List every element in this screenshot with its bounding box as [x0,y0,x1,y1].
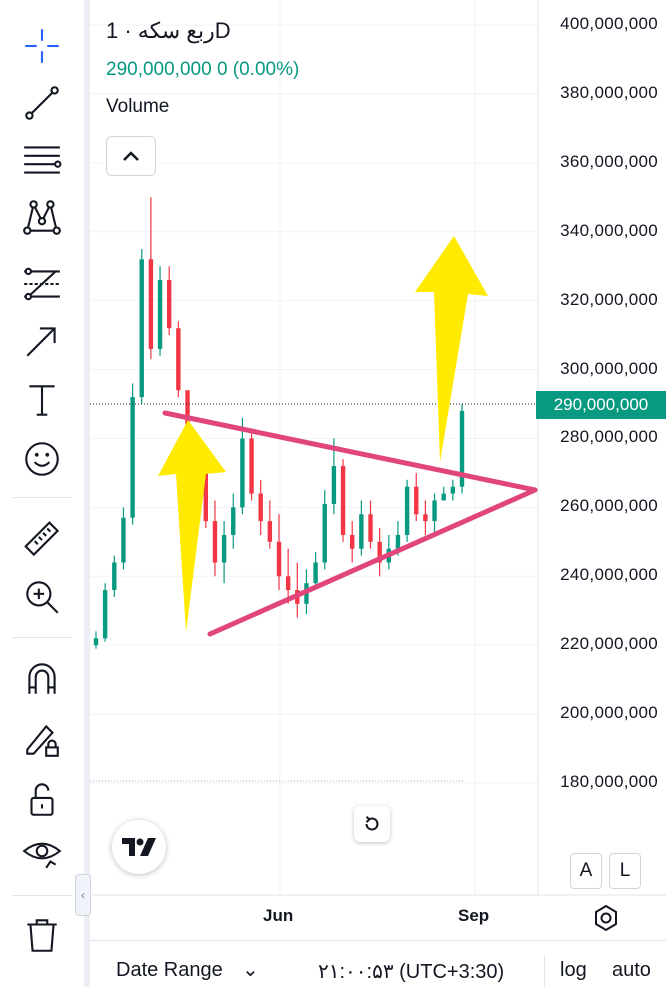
candle [377,528,382,577]
trend-line-icon[interactable] [17,78,67,128]
candle [423,500,428,535]
price-axis-label: 280,000,000 [560,427,658,447]
reset-chart-button[interactable] [354,806,390,842]
candle [267,500,273,549]
triangle-upper-line[interactable] [162,410,538,493]
price-axis-label: 380,000,000 [560,82,658,102]
log-scale-button[interactable]: L [609,853,641,889]
candle [295,562,300,618]
candle [368,500,373,549]
unlock-icon[interactable] [17,774,67,824]
toolbar-separator [12,895,72,896]
emoji-icon[interactable] [17,434,67,484]
candle [459,404,465,494]
price-axis-label: 260,000,000 [560,496,658,516]
candle [313,552,318,591]
candle [148,197,154,360]
candle [112,555,117,597]
time-axis-label-jun: Jun [263,906,294,925]
zoom-in-icon[interactable] [17,572,67,622]
symbol-title[interactable]: ربع سکه · 1D [106,18,231,43]
horizontal-lines-icon[interactable] [17,135,67,185]
price-change: 290,000,000 0 (0.00%) [106,59,300,80]
price-axis-label: 200,000,000 [560,703,658,723]
candle [404,479,410,542]
toolbar-divider [84,0,90,987]
candle [157,266,163,356]
candle [212,500,218,577]
candle [359,500,364,556]
candle [322,490,327,570]
fib-icon[interactable] [17,259,67,309]
candle [102,583,108,642]
candle [249,431,254,501]
ruler-icon[interactable] [17,514,67,564]
candle [240,417,245,515]
log-toggle[interactable]: log [560,959,587,981]
triangle-lower-line[interactable] [207,487,538,637]
chart-pane[interactable]: ربع سکه · 1D 290,000,000 0 (0.00%) Volum… [90,0,666,940]
time-zone-display[interactable]: ۲۱:۰۰:۵۳ (UTC+3:30) [318,961,505,983]
price-plot [90,0,666,896]
candle [450,479,456,501]
candle [139,248,144,404]
lock-draw-icon[interactable] [17,714,67,764]
price-axis-label: 400,000,000 [560,14,658,33]
candle [276,514,282,591]
candle [231,493,236,549]
text-icon[interactable] [17,375,67,425]
toolbar-separator [12,637,72,638]
tradingview-logo[interactable] [112,820,166,874]
arrow-annotation-right[interactable] [415,236,488,462]
candle [350,521,355,563]
candle [331,438,337,515]
candle [221,521,227,584]
chevron-up-icon [123,151,139,161]
bottom-toolbar: Date Range ⌄ ۲۱:۰۰:۵۳ (UTC+3:30) log aut… [90,940,666,988]
auto-toggle[interactable]: auto [612,959,651,981]
price-axis-label: 220,000,000 [560,634,658,654]
crosshair-icon[interactable] [17,21,67,71]
pattern-icon[interactable] [17,192,67,242]
price-axis-label: 340,000,000 [560,220,658,240]
current-price-label: 290,000,000 [536,391,666,419]
time-axis-label-sep: Sep [458,906,490,925]
candle [285,548,291,604]
candle [167,266,172,336]
price-axis-label: 300,000,000 [560,358,658,378]
candle [93,631,99,649]
candle [130,383,135,525]
tradingview-logo-icon [122,838,156,856]
date-range-button[interactable]: Date Range [116,959,223,981]
eye-icon[interactable] [17,826,67,876]
price-axis-label: 320,000,000 [560,289,658,309]
volume-label[interactable]: Volume [106,96,170,117]
price-axis-label: 180,000,000 [560,772,658,791]
collapse-toolbar-button[interactable]: ‹ [75,874,91,916]
price-axis-label: 240,000,000 [560,565,658,585]
settings-gear-icon[interactable] [592,904,620,932]
auto-scale-button[interactable]: A [570,853,602,889]
candle [121,507,126,570]
candle [441,486,446,501]
trash-icon[interactable] [17,910,67,960]
chevron-down-icon[interactable]: ⌄ [242,959,259,981]
price-axis-label: 360,000,000 [560,151,658,171]
bottom-separator [544,955,545,987]
toolbar-separator [12,497,72,498]
candle [432,493,437,535]
reset-icon [365,815,379,831]
candle [414,472,419,522]
candle [203,466,208,529]
legend-collapse-button[interactable] [106,136,156,176]
candle [176,321,181,398]
magnet-icon[interactable] [17,654,67,704]
candle [258,479,263,535]
arrow-annotation-left[interactable] [158,420,226,632]
arrow-icon[interactable] [17,316,67,366]
candle [340,459,346,542]
drawing-toolbar [0,0,84,987]
